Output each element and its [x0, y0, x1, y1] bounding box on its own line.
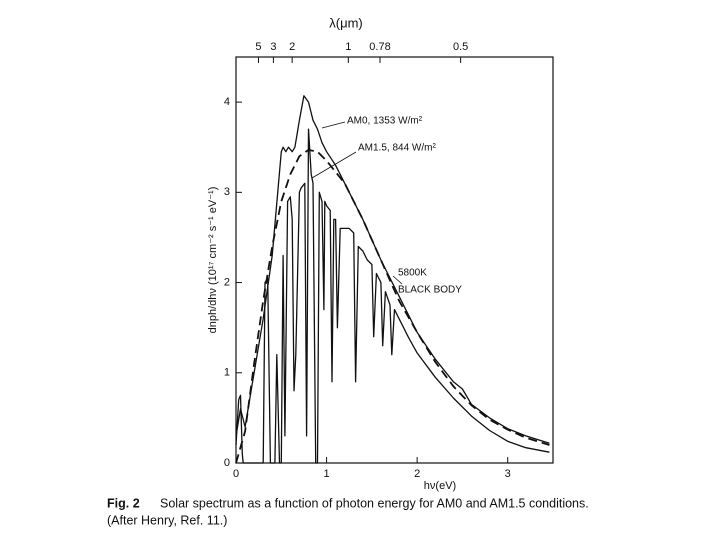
caption-label: Fig. 2	[107, 496, 140, 510]
annotation: 5800K	[398, 268, 427, 279]
annotation-leaders	[311, 121, 403, 285]
leader-bb	[392, 275, 403, 285]
leader-am0	[321, 121, 346, 129]
x-tick-label: 1	[324, 468, 330, 480]
x2-tick-label: 3	[270, 41, 276, 53]
caption-note: (After Henry, Ref. 11.)	[107, 513, 227, 527]
annotation: AM0, 1353 W/m²	[347, 116, 423, 127]
y-tick-label: 0	[224, 457, 230, 469]
x-tick-label: 0	[233, 468, 239, 480]
x-tick-label: 2	[414, 468, 420, 480]
y-tick-label: 2	[224, 276, 230, 288]
x2-tick-label: 2	[289, 41, 295, 53]
x-tick-label: 3	[505, 468, 511, 480]
x2-axis-label: λ(μm)	[329, 15, 362, 30]
annotation: AM1.5, 844 W/m²	[358, 143, 436, 154]
y-tick-label: 4	[224, 96, 230, 108]
x2-tick-label: 5	[255, 41, 261, 53]
series-line	[235, 149, 550, 464]
leader-am15	[311, 151, 357, 179]
plot-frame	[235, 56, 554, 464]
y-tick-label: 1	[224, 367, 230, 379]
annotation: BLACK BODY	[398, 285, 462, 296]
series-line	[235, 95, 550, 444]
x2-tick-label: 1	[345, 41, 351, 53]
x2-tick-label: 0.5	[453, 41, 468, 53]
caption: Solar spectrum as a function of photon e…	[160, 496, 589, 510]
x-axis-label: hν(eV)	[424, 480, 456, 492]
y-tick-label: 3	[224, 186, 230, 198]
y-axis-label: dnph/dhν (10¹⁷ cm⁻² s⁻¹ eV⁻¹)	[207, 187, 219, 334]
series-line	[235, 128, 550, 464]
x2-tick-label: 0.78	[369, 41, 390, 53]
